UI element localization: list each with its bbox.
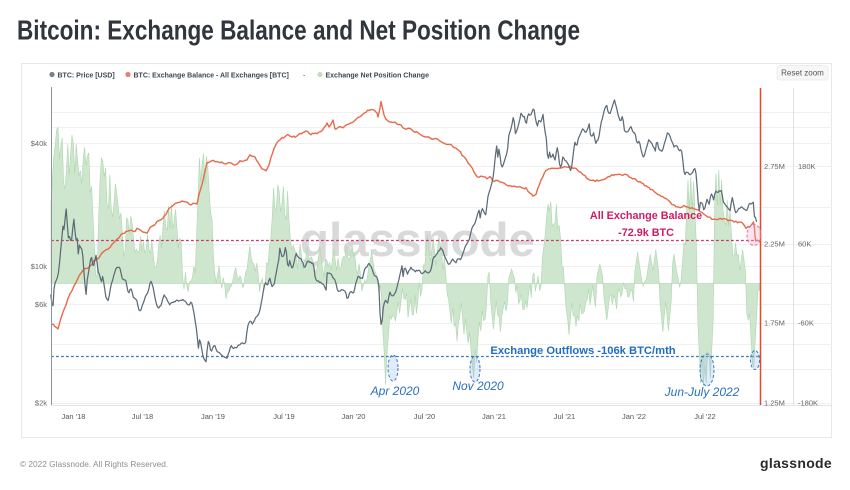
svg-text:-: - — [303, 73, 306, 80]
svg-text:Reset zoom: Reset zoom — [781, 69, 824, 78]
svg-text:Jul '20: Jul '20 — [414, 412, 435, 421]
svg-text:$2k: $2k — [35, 399, 47, 408]
svg-text:1.25M: 1.25M — [764, 399, 785, 408]
svg-text:BTC: Exchange Balance - All Ex: BTC: Exchange Balance - All Exchanges [B… — [134, 73, 289, 80]
svg-text:Jul '22: Jul '22 — [694, 412, 715, 421]
svg-text:$6k: $6k — [35, 300, 47, 309]
svg-text:Jan '19: Jan '19 — [201, 412, 225, 421]
svg-text:180K: 180K — [798, 162, 816, 171]
svg-text:Bitcoin: Exchange Balance and: Bitcoin: Exchange Balance and Net Positi… — [17, 15, 580, 46]
svg-text:$40k: $40k — [31, 139, 48, 148]
svg-text:60K: 60K — [798, 240, 811, 249]
svg-text:$10k: $10k — [31, 262, 48, 271]
svg-text:2.75M: 2.75M — [764, 162, 785, 171]
svg-text:Apr 2020: Apr 2020 — [370, 384, 420, 398]
svg-text:Jan '20: Jan '20 — [342, 412, 366, 421]
svg-text:Jul '18: Jul '18 — [132, 412, 153, 421]
svg-text:© 2022 Glassnode. All Rights R: © 2022 Glassnode. All Rights Reserved. — [20, 459, 168, 469]
svg-text:Jun-July 2022: Jun-July 2022 — [664, 385, 740, 399]
svg-text:2.25M: 2.25M — [764, 240, 785, 249]
svg-text:1.75M: 1.75M — [764, 319, 785, 328]
svg-text:Exchange Outflows -106k BTC/mt: Exchange Outflows -106k BTC/mth — [490, 345, 675, 357]
svg-text:glassnode: glassnode — [760, 455, 832, 471]
svg-text:Jul '21: Jul '21 — [554, 412, 575, 421]
svg-text:Jan '18: Jan '18 — [62, 412, 86, 421]
svg-text:-180K: -180K — [798, 399, 818, 408]
svg-text:Nov 2020: Nov 2020 — [452, 379, 504, 393]
svg-text:Jul '19: Jul '19 — [273, 412, 294, 421]
svg-text:All Exchange Balance: All Exchange Balance — [590, 210, 702, 222]
svg-text:-72.9k BTC: -72.9k BTC — [618, 227, 674, 239]
svg-text:Jan '22: Jan '22 — [622, 412, 646, 421]
svg-text:Jan '21: Jan '21 — [482, 412, 506, 421]
svg-text:-60K: -60K — [798, 319, 814, 328]
svg-text:Exchange Net Position Change: Exchange Net Position Change — [326, 73, 430, 80]
svg-text:BTC: Price [USD]: BTC: Price [USD] — [58, 73, 115, 80]
